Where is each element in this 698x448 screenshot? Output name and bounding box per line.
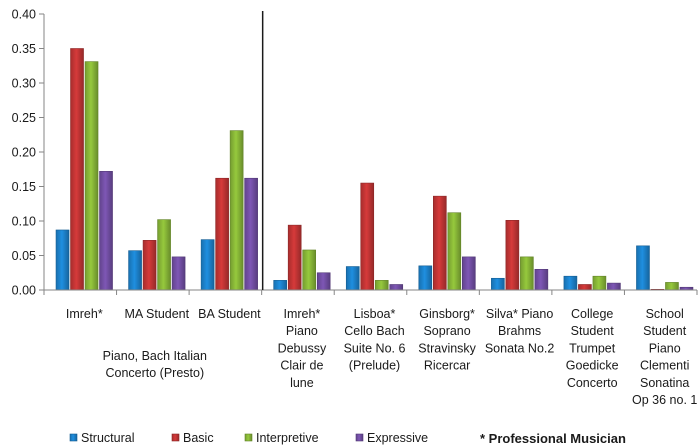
x-category-label: Op 36 no. 1	[632, 393, 697, 407]
group-label-line: Concerto (Presto)	[105, 366, 204, 380]
bar-basic	[505, 220, 520, 291]
group-label: Piano, Bach Italian Concerto (Presto)	[103, 349, 207, 380]
bar-interpretive	[665, 282, 679, 291]
y-tick-label: 0.40	[12, 8, 36, 22]
bar-expressive	[534, 268, 549, 291]
legend-item-basic: Basic	[171, 431, 214, 445]
legend-swatch	[69, 433, 78, 442]
bar-structural	[273, 280, 287, 291]
legend-item-expressive: Expressive	[355, 431, 428, 445]
x-category-label: Silva* Piano	[486, 307, 553, 321]
bar-interpretive	[447, 212, 462, 291]
y-tick-label: 0.30	[12, 77, 36, 91]
bar-interpretive	[157, 219, 171, 291]
x-category-label: Stravinsky	[418, 341, 476, 355]
y-tick-label: 0.35	[12, 42, 36, 56]
bar-structural	[636, 245, 650, 291]
y-tick-label: 0.00	[12, 284, 36, 298]
x-category-label: Suite No. 6	[344, 341, 406, 355]
bars	[55, 48, 694, 291]
bar-basic	[578, 284, 592, 291]
bar-structural	[128, 250, 142, 291]
bar-interpretive	[84, 61, 99, 291]
x-category-label: Piano	[649, 341, 681, 355]
x-category-label: Sonata No.2	[485, 341, 555, 355]
y-tick-label: 0.10	[12, 215, 36, 229]
legend-label: Structural	[81, 431, 135, 445]
category-labels: Imreh* MA Student BA Student Imreh* Piano Deb…	[66, 307, 698, 407]
bar-basic	[70, 48, 84, 291]
x-category-label: Trumpet	[569, 341, 616, 355]
bar-expressive	[99, 171, 113, 291]
legend-swatch	[244, 433, 253, 442]
x-category-label: Clementi	[640, 359, 689, 373]
x-category-label: Brahms	[498, 324, 541, 338]
x-category-label: Lisboa*	[354, 307, 396, 321]
legend: Structural Basic Interpretive Expressive	[69, 431, 428, 445]
y-tick-label: 0.20	[12, 146, 36, 160]
legend-label: Expressive	[367, 431, 428, 445]
x-category-label: lune	[290, 376, 314, 390]
legend-item-structural: Structural	[69, 431, 135, 445]
x-category-label: Concerto	[567, 376, 618, 390]
bar-basic	[287, 224, 302, 291]
x-category-label: (Prelude)	[349, 359, 400, 373]
bar-expressive	[244, 177, 258, 291]
legend-label: Interpretive	[256, 431, 319, 445]
x-category-label: Soprano	[423, 324, 470, 338]
bar-basic	[433, 195, 447, 291]
x-category-label: Ricercar	[424, 359, 471, 373]
bar-interpretive	[229, 130, 244, 291]
x-axis	[43, 289, 698, 295]
x-category-label: Student	[643, 324, 687, 338]
bar-structural	[55, 229, 70, 291]
x-category-label: Sonatina	[640, 376, 689, 390]
x-category-label: College	[571, 307, 613, 321]
x-category-label: Imreh*	[66, 307, 103, 321]
legend-item-interpretive: Interpretive	[244, 431, 319, 445]
y-tick-label: 0.15	[12, 180, 36, 194]
x-category-label: BA Student	[198, 307, 261, 321]
bar-structural	[563, 275, 578, 291]
y-tick-label: 0.05	[12, 249, 36, 263]
bar-structural	[491, 277, 505, 291]
y-tick-label: 0.25	[12, 111, 36, 125]
y-axis: 0.00 0.05 0.10 0.15 0.20 0.25 0.30 0.35 0.40	[12, 8, 45, 298]
legend-swatch	[171, 433, 180, 442]
bar-expressive	[316, 272, 331, 291]
x-category-label: Cello Bach	[344, 324, 404, 338]
bar-basic	[142, 240, 157, 291]
x-category-label: Piano	[286, 324, 318, 338]
bar-interpretive	[592, 275, 607, 291]
bar-expressive	[171, 256, 186, 291]
bar-basic	[215, 177, 229, 291]
professional-musician-note: * Professional Musician	[480, 431, 626, 446]
bar-interpretive	[374, 280, 389, 291]
legend-swatch	[355, 433, 364, 442]
x-category-label: Student	[571, 324, 615, 338]
x-category-label: Debussy	[278, 341, 327, 355]
bar-structural	[345, 266, 360, 291]
x-category-label: Clair de	[280, 359, 323, 373]
x-category-label: Ginsborg*	[419, 307, 475, 321]
bar-structural	[200, 239, 215, 291]
x-category-label: Goedicke	[566, 359, 619, 373]
x-category-label: School	[646, 307, 684, 321]
bar-interpretive	[520, 256, 534, 291]
x-category-label: MA Student	[124, 307, 189, 321]
bar-expressive	[389, 284, 404, 291]
x-category-label: Imreh*	[283, 307, 320, 321]
bar-interpretive	[302, 249, 316, 291]
bar-expressive	[607, 282, 621, 291]
legend-label: Basic	[183, 431, 214, 445]
group-label-line: Piano, Bach Italian	[103, 349, 207, 363]
bar-basic	[360, 182, 375, 291]
bar-expressive	[462, 256, 476, 291]
bar-structural	[418, 265, 433, 291]
